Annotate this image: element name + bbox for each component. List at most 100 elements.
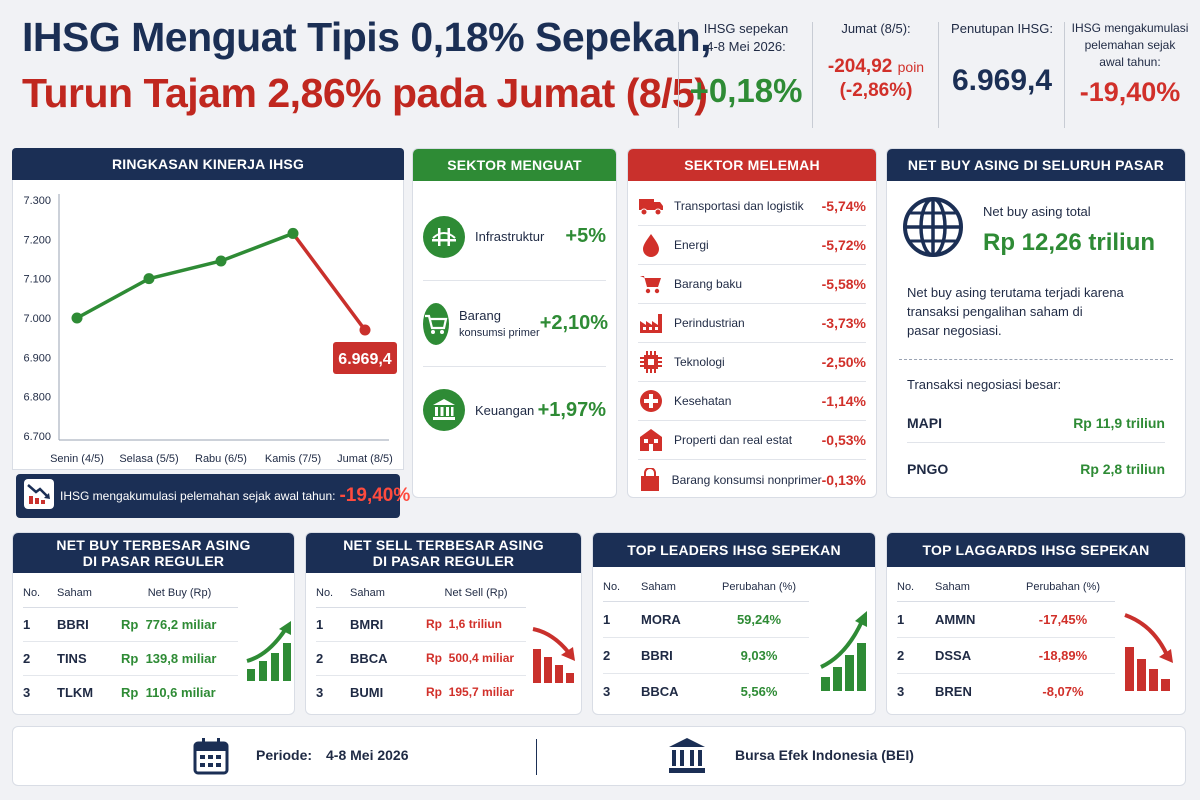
sector-value: -0,13% <box>821 471 866 488</box>
col-header: Saham <box>57 579 121 608</box>
row-stock: BBCA <box>641 683 679 699</box>
row-value: 59,24% <box>709 601 809 638</box>
row-no: 3 <box>316 684 324 700</box>
amount: 110,6 miliar <box>145 684 216 700</box>
amount: 195,7 miliar <box>448 685 515 700</box>
bank-icon <box>667 737 707 780</box>
table-row: 1 MORA 59,24% <box>603 601 809 638</box>
data-point <box>143 273 155 285</box>
stat-close-label: Penutupan IHSG: <box>951 21 1053 36</box>
stat-close-value: 6.969,4 <box>951 64 1053 97</box>
currency: Rp <box>426 651 442 665</box>
stat-friday-label: Jumat (8/5): <box>841 21 911 36</box>
sector-name: Barang baku <box>674 277 743 291</box>
amount: 776,2 miliar <box>145 616 217 632</box>
strong-sectors-title: SEKTOR MENGUAT <box>413 149 616 181</box>
sector-name: Energi <box>674 238 709 252</box>
net-buy-desc-line: transaksi pengalihan saham di <box>907 304 1083 319</box>
row-stock: BBRI <box>641 637 709 674</box>
divider <box>938 22 939 128</box>
series-segment <box>147 259 223 281</box>
x-tick-label: Kamis (7/5) <box>265 453 321 465</box>
trend-up-icon <box>245 621 293 690</box>
x-tick-label: Jumat (8/5) <box>337 453 393 465</box>
nego-stock: MAPI <box>907 414 942 431</box>
sector-value: -2,50% <box>821 354 866 370</box>
top-laggards-title: TOP LAGGARDS IHSG SEPEKAN <box>887 533 1185 567</box>
top-leaders-title: TOP LEADERS IHSG SEPEKAN <box>593 533 875 567</box>
amount: 139,8 miliar <box>145 650 217 666</box>
period-label: Periode: <box>256 747 313 763</box>
health-cross-icon <box>638 389 664 413</box>
weak-sectors-title: SEKTOR MELEMAH <box>628 149 876 181</box>
table-title-line: NET BUY TERBESAR ASING <box>56 537 251 553</box>
top-laggards-table: No. Saham Perubahan (%) 1 AMMN -17,45% 2 DSSA… <box>897 573 1115 709</box>
trend-down-icon <box>531 623 577 690</box>
sector-name-line-2: konsumsi primer <box>459 327 540 339</box>
divider <box>536 739 537 775</box>
trend-down-icon <box>1123 611 1177 698</box>
stat-ytd-label-2: pelemahan sejak <box>1084 38 1176 52</box>
cart-icon <box>423 302 449 345</box>
x-tick-label: Senin (4/5) <box>50 453 104 465</box>
row-stock: DSSA <box>935 637 1011 674</box>
nego-row: PNGO Rp 2,8 triliun <box>907 449 1165 489</box>
stat-ytd-label-3: awal tahun: <box>1099 55 1161 69</box>
stat-ytd: IHSG mengakumulasi pelemahan sejak awal … <box>1068 20 1192 108</box>
net-sell-regular-title: NET SELL TERBESAR ASING DI PASAR REGULER <box>306 533 581 573</box>
currency: Rp <box>121 684 139 700</box>
row-no: 2 <box>316 641 350 676</box>
weak-sector-row: Kesehatan -1,14% <box>638 382 866 421</box>
row-value: -8,07% <box>1042 683 1084 699</box>
row-stock: BBRI <box>57 607 121 642</box>
col-header: Net Sell (Rp) <box>426 579 526 608</box>
col-header: Perubahan (%) <box>1011 573 1115 602</box>
row-stock: BMRI <box>350 607 426 642</box>
bank-icon <box>423 389 465 431</box>
stat-friday: Jumat (8/5): -204,92 poin (-2,86%) <box>816 20 936 102</box>
sector-name: Keuangan <box>475 402 535 418</box>
stat-weekly-value: +0,18% <box>689 72 803 109</box>
stat-ytd-label-1: IHSG mengakumulasi <box>1071 21 1189 35</box>
divider <box>678 22 679 128</box>
table-row: 3 BUMI Rp 195,7 miliar <box>316 675 526 709</box>
sector-value: -5,58% <box>821 276 866 292</box>
row-no: 1 <box>23 607 57 642</box>
row-stock: TLKM <box>57 684 94 700</box>
series-segment <box>291 231 367 332</box>
row-value: 9,03% <box>709 637 809 674</box>
weak-sector-row: Perindustrian -3,73% <box>638 304 866 343</box>
sector-name: Transportasi dan logistik <box>674 199 804 213</box>
net-buy-total-value: Rp 12,26 triliun <box>983 229 1156 256</box>
row-value: Rp 500,4 miliar <box>426 641 526 676</box>
strong-sector-row: Barang konsumsi primer +2,10% <box>423 281 608 367</box>
col-header: No. <box>897 573 935 602</box>
source-label: Bursa Efek Indonesia (BEI) <box>735 747 914 763</box>
row-stock: BREN <box>935 683 972 699</box>
series-segment <box>75 276 151 320</box>
row-value: Rp 776,2 miliar <box>121 607 238 642</box>
sector-name: Barang konsumsi nonprimer <box>671 472 822 487</box>
title-line-2: Turun Tajam 2,86% pada Jumat (8/5) <box>22 70 708 116</box>
col-header: No. <box>23 579 57 608</box>
row-no: 1 <box>603 601 641 638</box>
row-no: 2 <box>897 637 935 674</box>
net-buy-card: NET BUY ASING DI SELURUH PASAR Net buy a… <box>886 148 1186 498</box>
y-tick-label: 7.300 <box>23 195 51 207</box>
trend-down-icon <box>24 478 54 514</box>
row-no: 2 <box>23 641 57 676</box>
title-line-1: IHSG Menguat Tipis 0,18% Sepekan, <box>22 14 712 60</box>
table-row: 3 BREN -8,07% <box>897 673 1115 709</box>
weak-sector-row: Barang baku -5,58% <box>638 265 866 304</box>
row-value: Rp 110,6 miliar <box>121 675 238 709</box>
row-value: -17,45% <box>1011 601 1115 638</box>
currency: Rp <box>426 685 442 700</box>
strong-sector-row: Infrastruktur +5% <box>423 193 606 281</box>
table-row: 2 TINS Rp 139,8 miliar <box>23 641 238 676</box>
sector-value: -1,14% <box>821 393 866 409</box>
amount: 500,4 miliar <box>448 651 515 665</box>
divider <box>1064 22 1065 128</box>
nego-value: Rp 11,9 triliun <box>1073 414 1165 431</box>
stat-weekly-label-2: 4-8 Mei 2026: <box>706 39 786 54</box>
